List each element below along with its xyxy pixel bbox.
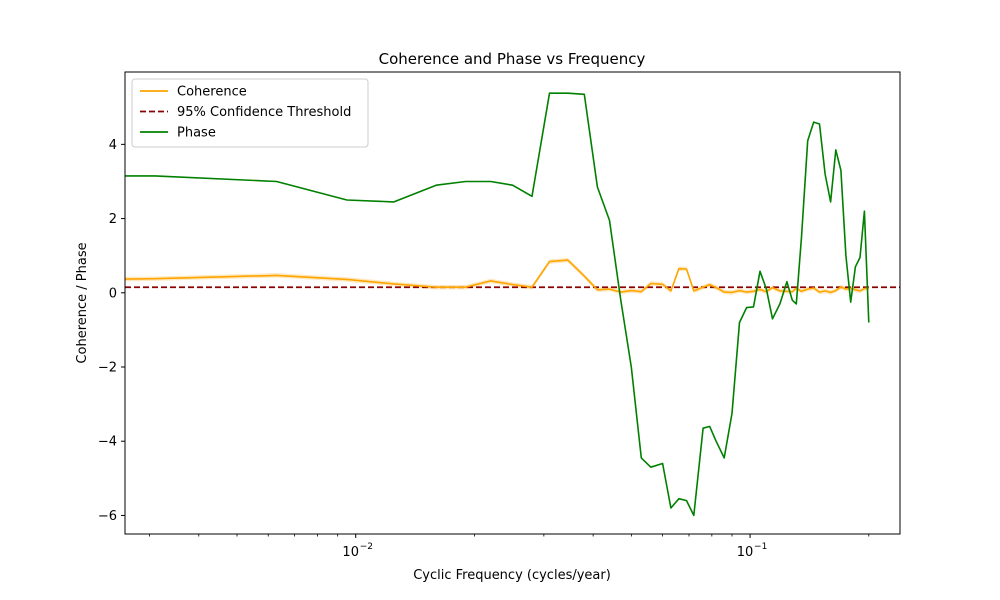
coherence-confidence-band <box>125 257 869 295</box>
x-tick-exponent: −1 <box>754 542 767 552</box>
y-tick-label: −4 <box>98 435 117 450</box>
x-axis-label: Cyclic Frequency (cycles/year) <box>413 568 611 583</box>
chart-title: Coherence and Phase vs Frequency <box>379 50 646 68</box>
plot-area-frame <box>124 71 901 535</box>
y-axis: −6 −4 −2 0 2 4 <box>98 138 125 524</box>
legend-label: Phase <box>177 126 216 141</box>
coherence-line <box>125 259 869 294</box>
y-tick-label: −6 <box>98 509 117 524</box>
y-tick-label: 2 <box>109 212 117 227</box>
legend-label: Coherence <box>177 85 247 100</box>
legend-label: 95% Confidence Threshold <box>177 105 351 120</box>
x-axis: 10 −2 10 −1 <box>149 534 870 560</box>
x-tick-exponent: −2 <box>360 542 373 552</box>
x-tick-label: 10 <box>737 545 754 560</box>
legend-box <box>131 78 369 148</box>
y-axis-label: Coherence / Phase <box>75 242 90 363</box>
y-tick-label: −2 <box>98 361 117 376</box>
y-tick-label: 4 <box>109 138 117 153</box>
phase-line <box>125 92 870 517</box>
legend: Coherence 95% Confidence Threshold Phase <box>131 78 369 148</box>
x-tick-label: 10 <box>342 545 359 560</box>
y-tick-label: 0 <box>109 286 117 301</box>
